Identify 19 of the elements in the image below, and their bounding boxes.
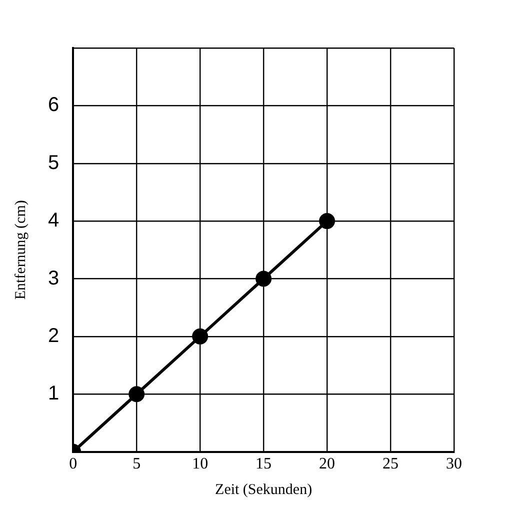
x-tick-label: 10 bbox=[192, 456, 208, 473]
point bbox=[192, 328, 208, 344]
x-tick-label: 30 bbox=[446, 456, 462, 473]
point bbox=[128, 386, 145, 402]
point bbox=[256, 270, 272, 287]
x-tick-label: 15 bbox=[256, 456, 272, 473]
y-tick-label: 3 bbox=[48, 267, 60, 290]
x-tick-label: 5 bbox=[132, 456, 141, 473]
x-tick-label: 0 bbox=[69, 456, 78, 473]
y-tick-label: 4 bbox=[48, 210, 60, 232]
y-tick-label: 6 bbox=[48, 94, 60, 116]
y-tick-label: 1 bbox=[48, 382, 60, 405]
x-axis-title: Zeit (Sekunden) bbox=[215, 482, 312, 498]
y-axis-title: Entfernung (cm) bbox=[12, 200, 29, 300]
y-tick-label: 2 bbox=[48, 324, 60, 347]
point bbox=[319, 213, 336, 230]
x-tick-label: 20 bbox=[319, 456, 336, 473]
y-tick-label: 5 bbox=[48, 152, 60, 174]
x-tick-label: 25 bbox=[382, 456, 399, 473]
